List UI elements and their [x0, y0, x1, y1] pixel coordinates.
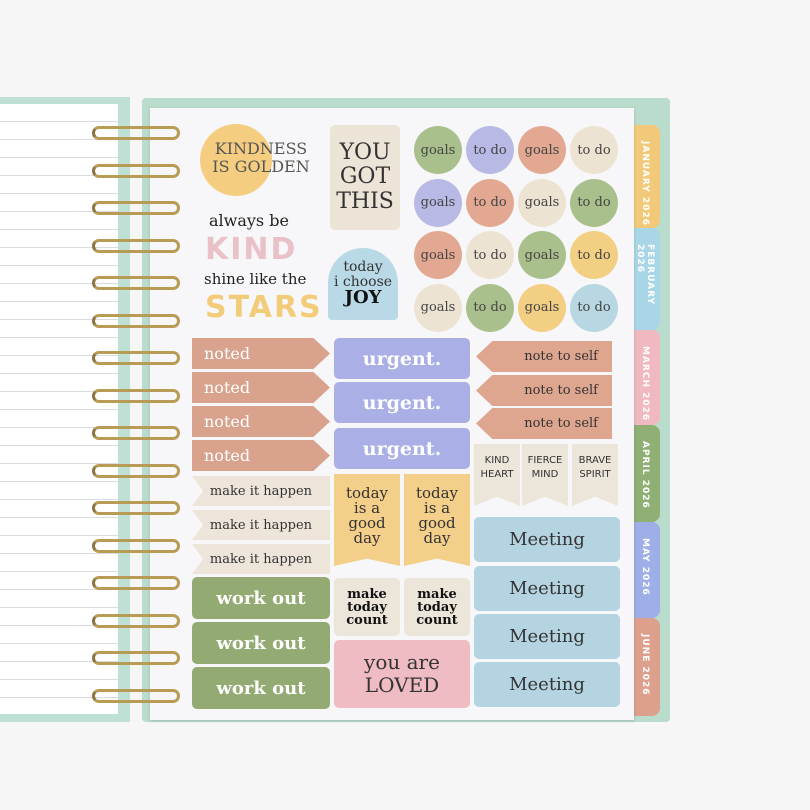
- kindness-sticker: KINDNESS IS GOLDEN: [212, 139, 310, 177]
- you-got-this-sticker: YOU GOT THIS: [330, 125, 400, 230]
- circle-sticker-to-do: to do: [570, 231, 618, 279]
- work-out-sticker: work out: [192, 577, 330, 619]
- stars-big-text: STARS: [205, 290, 323, 325]
- spiral-ring: [92, 276, 180, 290]
- make-it-happen-sticker: make it happen: [192, 476, 330, 506]
- pennant-sticker: KIND HEART: [474, 444, 520, 506]
- spiral-ring: [92, 238, 180, 253]
- kindness-circle: [200, 124, 272, 196]
- meeting-sticker: Meeting: [474, 566, 620, 611]
- spiral-ring: [92, 126, 180, 140]
- kind-big-text: KIND: [205, 232, 298, 267]
- joy-line1: today: [343, 258, 383, 275]
- stars-small-text: shine like the: [204, 270, 307, 288]
- meeting-sticker: Meeting: [474, 662, 620, 707]
- circle-sticker-to-do: to do: [466, 231, 514, 279]
- noted-sticker: noted: [192, 406, 330, 437]
- joy-sticker: today i choose JOY: [328, 248, 398, 320]
- loved-line2: LOVED: [364, 673, 440, 697]
- circle-sticker-to-do: to do: [466, 178, 514, 227]
- joy-line2: i choose: [333, 273, 393, 290]
- tab-january-2026[interactable]: JANUARY 2026: [630, 125, 660, 228]
- make-today-count-sticker: make today count: [404, 578, 470, 636]
- circle-sticker-to-do: to do: [570, 126, 618, 174]
- tab-april-2026[interactable]: APRIL 2026: [630, 425, 660, 522]
- loved-sticker: you are LOVED: [334, 640, 470, 708]
- spiral-ring: [92, 538, 180, 553]
- spiral-ring: [92, 388, 180, 403]
- urgent-sticker: urgent.: [334, 382, 470, 423]
- spiral-ring: [92, 426, 180, 440]
- make-today-count-sticker: make today count: [334, 578, 400, 636]
- kind-small-text: always be: [209, 211, 289, 230]
- spiral-ring: [92, 163, 180, 178]
- circle-sticker-to-do: to do: [466, 126, 514, 174]
- circle-sticker-to-do: to do: [570, 283, 618, 332]
- good-day-sticker: today is a good day: [404, 474, 470, 566]
- circle-sticker-goals: goals: [518, 126, 566, 174]
- circle-sticker-goals: goals: [518, 178, 566, 227]
- make-it-happen-sticker: make it happen: [192, 510, 330, 540]
- work-out-sticker: work out: [192, 667, 330, 709]
- circle-sticker-goals: goals: [414, 126, 462, 174]
- tab-june-2026[interactable]: JUNE 2026: [630, 618, 660, 716]
- circle-sticker-to-do: to do: [570, 178, 618, 227]
- work-out-sticker: work out: [192, 622, 330, 664]
- circle-sticker-goals: goals: [414, 283, 462, 332]
- pennant-sticker: BRAVE SPIRIT: [572, 444, 618, 506]
- circle-sticker-to-do: to do: [466, 283, 514, 332]
- loved-line1: you are: [364, 650, 440, 674]
- urgent-sticker: urgent.: [334, 338, 470, 379]
- spiral-ring: [92, 351, 180, 365]
- note-to-self-sticker: note to self: [476, 408, 612, 439]
- joy-line3: JOY: [344, 287, 382, 309]
- meeting-sticker: Meeting: [474, 614, 620, 659]
- spiral-ring: [92, 651, 180, 665]
- note-to-self-sticker: note to self: [476, 375, 612, 406]
- urgent-sticker: urgent.: [334, 428, 470, 469]
- circle-sticker-goals: goals: [414, 178, 462, 227]
- noted-sticker: noted: [192, 372, 330, 403]
- circle-sticker-goals: goals: [518, 231, 566, 279]
- circle-sticker-goals: goals: [414, 231, 462, 279]
- spiral-ring: [92, 613, 180, 628]
- noted-sticker: noted: [192, 440, 330, 471]
- pennant-sticker: FIERCE MIND: [522, 444, 568, 506]
- spiral-ring: [92, 201, 180, 215]
- meeting-sticker: Meeting: [474, 517, 620, 562]
- tab-february-2026[interactable]: FEBRUARY 2026: [630, 228, 660, 330]
- note-to-self-sticker: note to self: [476, 341, 612, 372]
- spiral-ring: [92, 688, 180, 703]
- tab-march-2026[interactable]: MARCH 2026: [630, 330, 660, 425]
- tab-may-2026[interactable]: MAY 2026: [630, 522, 660, 618]
- spiral-ring: [92, 463, 180, 478]
- make-it-happen-sticker: make it happen: [192, 544, 330, 574]
- noted-sticker: noted: [192, 338, 330, 369]
- spiral-ring: [92, 313, 180, 328]
- spiral-ring: [92, 576, 180, 590]
- spiral-ring: [92, 501, 180, 515]
- circle-sticker-goals: goals: [518, 283, 566, 332]
- good-day-sticker: today is a good day: [334, 474, 400, 566]
